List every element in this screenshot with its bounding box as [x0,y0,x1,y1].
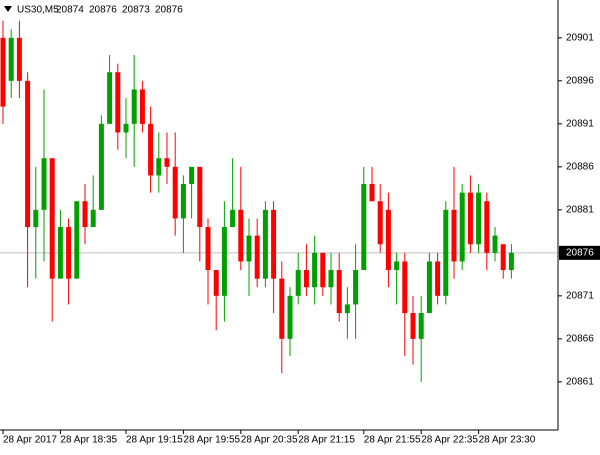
candle-body [426,261,432,314]
candle-body [361,184,367,271]
candle-body [385,209,391,271]
candle-body [410,313,416,339]
x-tick-label: 28 Apr 20:35 [241,435,298,446]
candle-body [459,192,465,262]
x-tick-label: 28 Apr 21:15 [298,435,355,446]
candle-body [377,201,383,245]
x-tick-label: 28 Apr 21:55 [364,435,421,446]
candle-body [279,278,285,339]
candle-body [451,209,457,262]
candle-body [394,261,400,271]
candle-body [500,244,506,271]
candle-body [492,235,498,253]
candle-body [189,166,195,185]
candle-body [197,166,203,228]
candle-body [213,270,219,296]
x-tick-label: 28 Apr 19:55 [183,435,240,446]
candle-body [435,261,441,296]
candle-body [476,192,482,245]
candle-body [402,261,408,314]
candle-body [320,252,326,288]
candle-body [238,209,244,262]
candle-body [353,270,359,305]
candle-body [25,80,31,228]
candle-body [41,158,47,210]
candle-body [508,252,514,271]
candle-body [254,235,260,279]
candle-body [49,158,55,279]
header-value: 20876 [89,5,117,16]
candle-body [344,304,350,314]
x-tick-label: 28 Apr 19:15 [126,435,183,446]
y-tick-label: 20871 [566,290,594,301]
candle-body [418,313,424,339]
candle-body [164,158,170,167]
candle-body [82,201,88,228]
header-value: 20873 [122,5,150,16]
price-label: 20876 [566,247,594,258]
header-value: 20874 [56,5,84,16]
candle-body [180,184,186,219]
x-tick-label: 28 Apr 2017 [3,435,57,446]
candle-body [262,209,268,279]
y-tick-label: 20896 [566,75,594,86]
candle-body [123,123,129,133]
x-tick-label: 28 Apr 23:30 [479,435,536,446]
symbol: US30,M5 [17,5,59,16]
candle-body [115,72,121,133]
y-tick-label: 20881 [566,204,594,215]
x-tick-label: 28 Apr 18:35 [60,435,117,446]
candle-body [139,89,145,124]
x-tick-label: 28 Apr 22:35 [421,435,478,446]
candle-body [90,209,96,228]
candle-body [369,184,375,202]
candle-body [156,158,162,176]
candle-body [303,270,309,288]
y-tick-label: 20886 [566,161,594,172]
candle-body [148,123,154,176]
candle-body [295,270,301,296]
header-value: 20876 [155,5,183,16]
candle-body [336,270,342,314]
candle-body [443,209,449,296]
candle-body [205,227,211,271]
candle-body [98,123,104,210]
candle-body [172,166,178,219]
menu-triangle [4,6,12,12]
candle-body [8,37,14,81]
candle-body [16,37,22,81]
candle-body [66,227,72,279]
candle-body [467,192,473,245]
candle-body [484,201,490,253]
candle-body [57,227,63,279]
candle-body [328,270,334,288]
candle-body [312,252,318,288]
y-tick-label: 20891 [566,118,594,129]
candle-body [107,72,113,124]
y-tick-label: 20901 [566,32,594,43]
price-label-bg [559,245,600,260]
candle-body [74,201,80,279]
candle-body [0,37,6,107]
candle-body [287,295,293,339]
candle-body [33,209,39,228]
candle-body [131,89,137,124]
y-tick-label: 20866 [566,333,594,344]
candle-body [271,209,277,279]
candle-body [246,235,252,262]
candle-body [221,227,227,296]
y-tick-label: 20861 [566,376,594,387]
candle-body [230,209,236,228]
